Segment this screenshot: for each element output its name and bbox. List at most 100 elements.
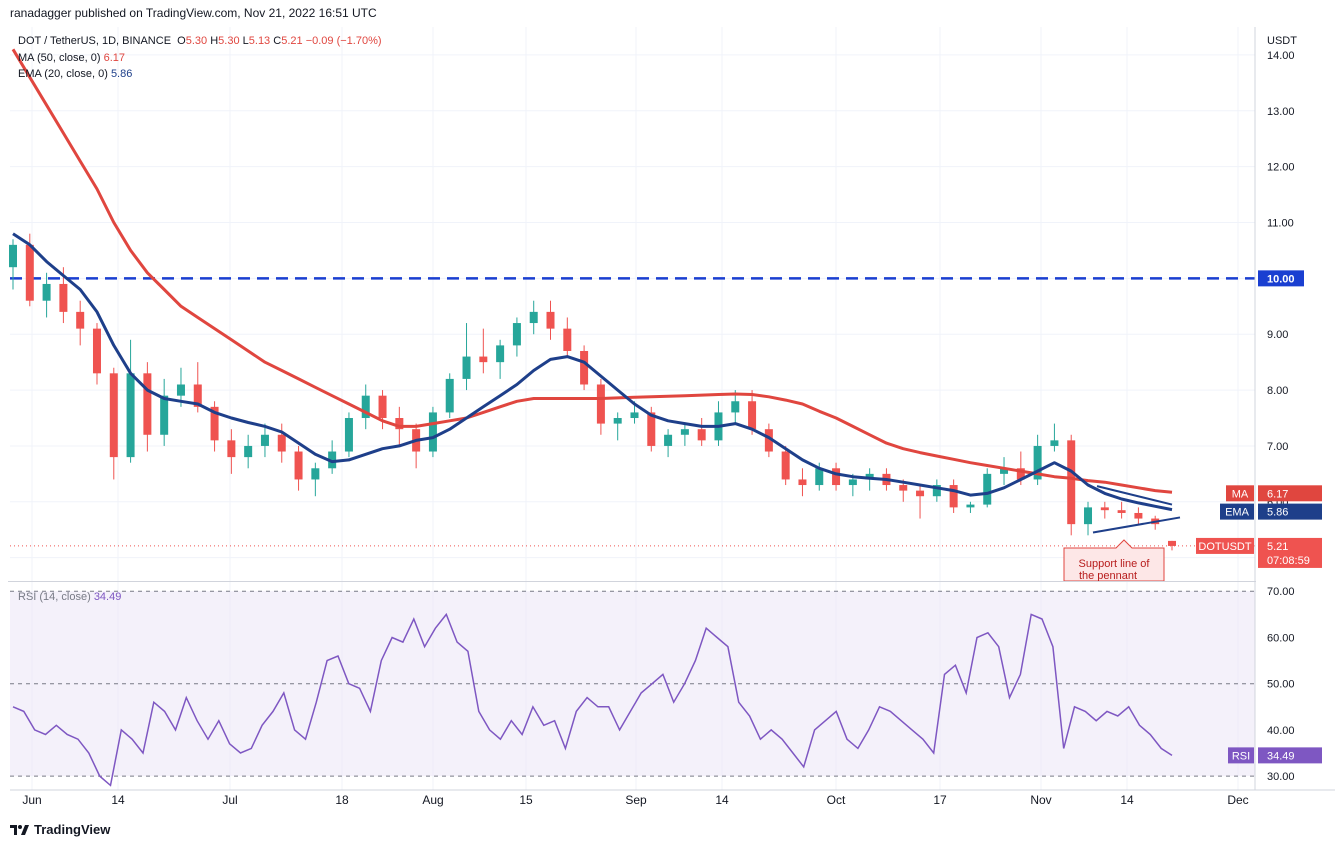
legend-ma: MA (50, close, 0) 6.17 xyxy=(18,52,126,64)
candle-body xyxy=(479,356,488,363)
time-tick-label: Jul xyxy=(222,793,237,807)
candle-body xyxy=(126,373,135,458)
candle-body xyxy=(748,401,757,430)
candle-body xyxy=(1016,468,1025,480)
pennant-upper-line xyxy=(1096,485,1173,506)
time-tick-label: 14 xyxy=(1120,793,1134,807)
price-tick-label: 12.00 xyxy=(1267,162,1295,174)
legend-high: 5.30 xyxy=(218,35,240,47)
rsi-tick-label: 40.00 xyxy=(1267,725,1295,737)
price-tick-label: 14.00 xyxy=(1267,50,1295,62)
candle-body xyxy=(848,479,857,486)
candle-body xyxy=(529,311,538,324)
svg-text:MA: MA xyxy=(1232,488,1249,500)
time-tick-label: Jun xyxy=(22,793,41,807)
price-badge: DOTUSDT 5.21 07:08:59 xyxy=(1196,537,1322,568)
legend-ohlc: DOT / TetherUS, 1D, BINANCE O5.30 H5.30 … xyxy=(18,35,382,47)
legend-symbol: DOT / TetherUS, 1D, BINANCE xyxy=(18,35,172,47)
candle-body xyxy=(764,429,773,452)
candle-body xyxy=(143,373,152,435)
price-tick-label: 8.00 xyxy=(1267,385,1288,397)
pennant-lines xyxy=(1092,485,1181,534)
candle-body xyxy=(1134,512,1143,519)
svg-text:10.00: 10.00 xyxy=(1267,273,1295,285)
panel-divider xyxy=(8,581,1256,582)
candle-body xyxy=(92,328,101,374)
candle-body xyxy=(865,473,874,480)
candle-body xyxy=(445,378,454,413)
candle-body xyxy=(25,244,34,301)
time-tick-label: Aug xyxy=(422,793,443,807)
svg-text:5.21: 5.21 xyxy=(1267,541,1288,553)
candle-body xyxy=(311,468,320,480)
tradingview-brand: TradingView xyxy=(34,822,111,837)
legend-ema-value: 5.86 xyxy=(110,68,133,80)
svg-text:5.86: 5.86 xyxy=(1267,507,1288,519)
candle-body xyxy=(546,311,555,329)
candle-body xyxy=(361,395,370,419)
candle-body xyxy=(176,384,185,396)
svg-text:07:08:59: 07:08:59 xyxy=(1267,555,1310,567)
candle-body xyxy=(680,429,689,435)
candle-body xyxy=(697,429,706,441)
candle-body xyxy=(1000,468,1009,474)
candle-body xyxy=(832,468,841,486)
ma-badge: MA 6.17 xyxy=(1226,485,1322,502)
time-x-axis: Jun 14 Jul 18 Aug 15 Sep 14 Oct 17 Nov 14 Dec xyxy=(10,789,1335,807)
candle-body xyxy=(899,485,908,491)
tradingview-footer[interactable]: TradingView xyxy=(10,822,110,837)
time-tick-label: 17 xyxy=(933,793,947,807)
candle-body xyxy=(277,434,286,452)
price-y-axis: 14.0013.0012.0011.0010.009.008.007.006.0… xyxy=(1254,27,1297,790)
legend-rsi: RSI (14, close) 34.49 xyxy=(18,591,122,603)
rsi-background xyxy=(10,590,1255,777)
time-tick-label: 14 xyxy=(111,793,125,807)
candle-body xyxy=(9,244,17,268)
candle-body xyxy=(193,384,202,407)
candle-body xyxy=(1117,510,1126,513)
ma-50-path xyxy=(11,48,1173,494)
candle-body xyxy=(496,345,505,363)
ema-20-path xyxy=(12,232,1173,512)
candle-body xyxy=(949,485,958,508)
candle-body xyxy=(512,323,521,346)
candle-body xyxy=(210,406,219,441)
candle-body xyxy=(781,451,790,480)
legend-low: 5.13 xyxy=(248,35,271,47)
candle-body xyxy=(378,395,387,419)
price-tick-label: 13.00 xyxy=(1267,106,1295,118)
candle-body xyxy=(109,373,118,458)
candle-body xyxy=(966,504,975,508)
legend-ma-value: 6.17 xyxy=(103,52,126,64)
candle-body xyxy=(932,485,941,497)
candle-body xyxy=(1033,445,1042,480)
candle-body xyxy=(1084,507,1093,525)
candle-body xyxy=(815,468,824,486)
rsi-band-fill xyxy=(10,591,1255,777)
ema-badge: EMA 5.86 xyxy=(1220,503,1322,520)
time-tick-label: Sep xyxy=(625,793,647,807)
candle-body xyxy=(328,451,337,469)
time-tick-label: Oct xyxy=(827,793,846,807)
candle-body xyxy=(613,418,622,424)
candle-body xyxy=(344,418,353,452)
legend-open: 5.30 xyxy=(185,35,208,47)
candle-body xyxy=(395,418,404,430)
rsi-tick-label: 70.00 xyxy=(1267,586,1295,598)
candle-body xyxy=(630,412,639,419)
time-tick-label: 15 xyxy=(519,793,533,807)
candle-body xyxy=(260,434,269,446)
time-tick-label: 18 xyxy=(335,793,349,807)
candle-body xyxy=(647,412,656,446)
ema-20-line xyxy=(12,232,1173,512)
candle-body xyxy=(160,395,169,435)
candle-body xyxy=(244,445,253,458)
candle-body xyxy=(664,434,673,446)
level-badge: 10.00 xyxy=(1258,270,1304,287)
candle-body xyxy=(916,490,925,497)
rsi-tick-label: 30.00 xyxy=(1267,771,1295,783)
legend-change: −0.09 (−1.70%) xyxy=(305,35,382,47)
annotation-line1: Support line of xyxy=(1079,558,1151,570)
